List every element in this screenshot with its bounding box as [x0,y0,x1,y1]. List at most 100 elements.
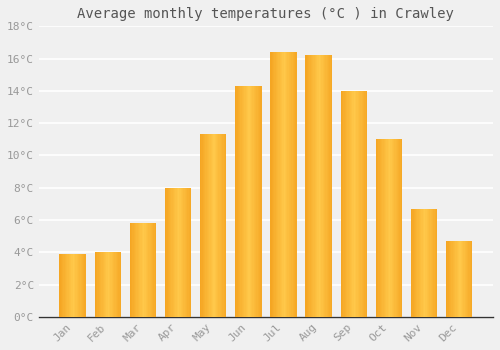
Bar [180,188,182,317]
Bar [276,52,277,317]
Bar [200,134,202,317]
Bar [143,223,144,317]
Bar [235,86,236,317]
Bar [380,139,381,317]
Bar [422,209,423,317]
Bar [318,55,320,317]
Bar [348,91,350,317]
Bar [397,139,398,317]
Bar [221,134,222,317]
Bar [285,52,286,317]
Bar [216,134,217,317]
Bar [382,139,384,317]
Bar [322,55,324,317]
Bar [362,91,363,317]
Bar [278,52,280,317]
Bar [364,91,366,317]
Bar [135,223,136,317]
Bar [94,252,121,317]
Bar [356,91,358,317]
Bar [355,91,356,317]
Bar [188,188,190,317]
Bar [82,254,83,317]
Bar [146,223,147,317]
Bar [384,139,385,317]
Bar [66,254,68,317]
Bar [294,52,296,317]
Bar [131,223,132,317]
Bar [328,55,329,317]
Bar [282,52,284,317]
Bar [454,241,456,317]
Bar [381,139,382,317]
Bar [166,188,168,317]
Bar [432,209,434,317]
Bar [359,91,360,317]
Bar [83,254,84,317]
Bar [136,223,138,317]
Bar [468,241,470,317]
Bar [386,139,388,317]
Bar [252,86,254,317]
Bar [290,52,292,317]
Bar [94,252,96,317]
Bar [64,254,66,317]
Bar [248,86,250,317]
Bar [84,254,86,317]
Bar [434,209,436,317]
Bar [148,223,150,317]
Bar [467,241,468,317]
Bar [376,139,402,317]
Bar [281,52,282,317]
Bar [212,134,213,317]
Bar [182,188,184,317]
Bar [430,209,432,317]
Bar [258,86,259,317]
Bar [60,254,61,317]
Bar [113,252,114,317]
Bar [436,209,438,317]
Bar [101,252,102,317]
Bar [288,52,289,317]
Bar [61,254,62,317]
Bar [458,241,459,317]
Bar [152,223,154,317]
Bar [165,188,166,317]
Bar [385,139,386,317]
Bar [390,139,392,317]
Bar [147,223,148,317]
Bar [464,241,466,317]
Bar [184,188,186,317]
Bar [97,252,98,317]
Bar [217,134,218,317]
Bar [463,241,464,317]
Bar [343,91,344,317]
Bar [411,209,412,317]
Bar [286,52,288,317]
Bar [213,134,214,317]
Bar [363,91,364,317]
Bar [347,91,348,317]
Bar [106,252,108,317]
Bar [246,86,247,317]
Bar [165,188,191,317]
Bar [446,241,448,317]
Bar [142,223,143,317]
Bar [220,134,221,317]
Bar [366,91,367,317]
Bar [426,209,428,317]
Bar [79,254,80,317]
Bar [250,86,251,317]
Bar [259,86,260,317]
Bar [80,254,82,317]
Bar [117,252,118,317]
Bar [132,223,134,317]
Bar [358,91,359,317]
Bar [202,134,204,317]
Bar [274,52,276,317]
Bar [244,86,246,317]
Bar [78,254,79,317]
Bar [254,86,255,317]
Bar [60,254,86,317]
Bar [105,252,106,317]
